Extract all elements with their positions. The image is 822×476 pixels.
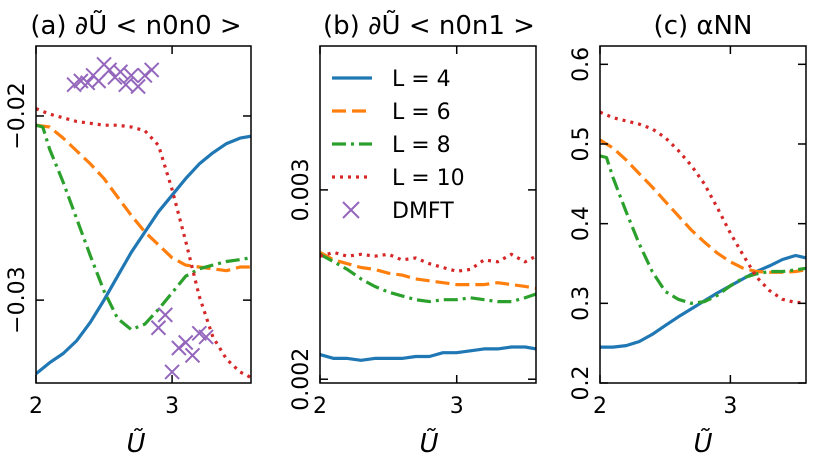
panel-b-plot-area: 2 3 0.002 0.003 [289,45,537,419]
panel-b-series-group [320,250,536,362]
panel-a-dmft-point [112,64,129,80]
panel-b-line-l6 [320,250,536,290]
panel-a-dmft-point [118,76,134,93]
panel-b-line-l4 [320,345,536,362]
panel-b-xtick-label: 2 [313,394,327,419]
panel-a-frame [35,45,252,384]
panel-a-dmft-point [143,62,160,78]
panel-c-ytick-label: 0.6 [569,47,594,82]
panel-a-xlabel: Ũ [126,427,145,459]
panel-a-dmft-point [164,364,180,380]
legend-marker-dmft [342,201,360,219]
panel-c-line-l6 [600,138,806,274]
panel-b-line-l8 [320,252,536,304]
panel-b-ytick-label: 0.003 [289,158,314,221]
panel-c-xtick-label: 3 [723,394,737,419]
legend-label-dmft: DMFT [392,199,454,224]
panel-b-frame [319,45,537,384]
panel-a-line-l8 [36,123,251,332]
panel-b: (b) ∂Ũ < n0n1 > 2 3 0.002 0.003 Ũ [289,9,537,459]
panel-c: (c) αNN 2 3 0.2 0.3 0.4 0.5 0.6 Ũ [569,11,807,459]
panel-a-series-group [36,56,251,380]
panel-a-plot-area: 2 3 −0.02 −0.03 [5,45,252,419]
panel-a-title: (a) ∂Ũ < n0n0 > [30,9,241,41]
panel-a-dmft-point [184,347,201,364]
legend-label-l8: L = 8 [392,133,451,158]
panel-b-ytick-label: 0.002 [289,348,314,411]
panel-a-dmft-point [150,320,167,336]
panel-c-frame [599,45,807,384]
panel-a-xtick-label: 2 [29,394,43,419]
panel-c-ytick-label: 0.3 [569,286,594,321]
legend-label-l10: L = 10 [392,166,465,191]
panel-a-line-l4 [36,134,251,376]
legend: L = 4 L = 6 L = 8 L = 10 DMFT [332,67,465,224]
panel-c-ytick-label: 0.5 [569,126,594,161]
panel-a: (a) ∂Ũ < n0n0 > 2 3 −0.02 −0.03 Ũ [5,9,252,459]
panel-a-dmft-point [130,78,146,95]
panel-c-xtick-label: 2 [593,394,607,419]
panel-b-title: (b) ∂Ũ < n0n1 > [323,9,535,41]
panel-a-series-dmft [66,56,214,380]
panel-c-xlabel: Ũ [693,427,712,459]
panel-c-line-l8 [600,154,806,305]
panel-a-dmft-point [123,67,139,84]
panel-a-xtick-label: 3 [165,394,179,419]
panel-a-dmft-point [198,329,214,345]
panel-c-title: (c) αNN [654,11,753,41]
panel-a-ytick-label: −0.02 [5,82,30,149]
panel-a-ytick-label: −0.03 [5,266,30,333]
panel-a-line-l6 [36,123,251,273]
panel-b-xlabel: Ũ [419,427,438,459]
panel-c-plot-area: 2 3 0.2 0.3 0.4 0.5 0.6 [569,45,807,419]
legend-label-l6: L = 6 [392,100,451,125]
panel-c-line-l10 [600,110,806,305]
panel-c-series-group [600,110,806,349]
panel-b-xtick-label: 3 [450,394,464,419]
panel-a-dmft-point [177,334,194,351]
legend-label-l4: L = 4 [392,67,451,92]
panel-a-dmft-point [157,307,173,323]
panel-b-line-l10 [320,250,536,273]
panel-c-ytick-label: 0.2 [569,366,594,401]
panel-c-ytick-label: 0.4 [569,206,594,241]
